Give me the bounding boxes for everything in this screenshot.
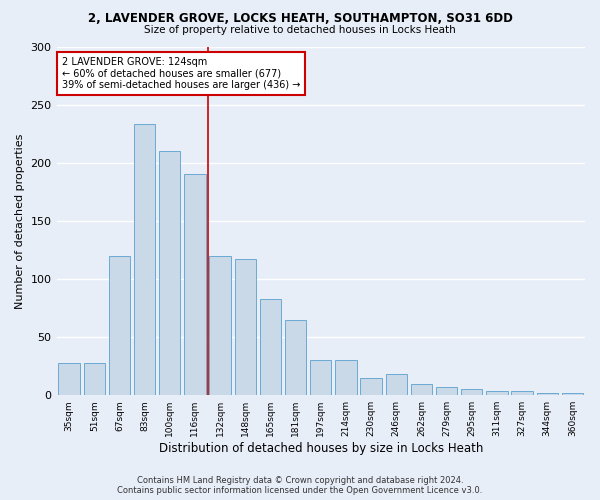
Bar (411, 384, 432, 395)
X-axis label: Distribution of detached houses by size in Locks Heath: Distribution of detached houses by size … (158, 442, 483, 455)
Y-axis label: Number of detached properties: Number of detached properties (15, 133, 25, 308)
Bar (184, 174, 206, 395)
Bar (486, 390, 508, 395)
Bar (461, 390, 482, 395)
Bar (134, 124, 155, 395)
Bar (260, 298, 281, 395)
Bar (285, 320, 307, 395)
Bar (310, 360, 331, 395)
Text: Contains HM Land Registry data © Crown copyright and database right 2024.
Contai: Contains HM Land Registry data © Crown c… (118, 476, 482, 495)
Text: 2, LAVENDER GROVE, LOCKS HEATH, SOUTHAMPTON, SO31 6DD: 2, LAVENDER GROVE, LOCKS HEATH, SOUTHAMP… (88, 12, 512, 26)
Bar (83, 362, 105, 395)
Bar (511, 390, 533, 395)
Bar (386, 374, 407, 395)
Bar (159, 151, 181, 395)
Bar (58, 362, 80, 395)
Bar (536, 393, 558, 395)
Bar (235, 259, 256, 395)
Text: Size of property relative to detached houses in Locks Heath: Size of property relative to detached ho… (144, 25, 456, 35)
Bar (562, 393, 583, 395)
Bar (436, 387, 457, 395)
Text: 2 LAVENDER GROVE: 124sqm
← 60% of detached houses are smaller (677)
39% of semi-: 2 LAVENDER GROVE: 124sqm ← 60% of detach… (62, 57, 300, 90)
Bar (109, 256, 130, 395)
Bar (335, 360, 356, 395)
Bar (361, 378, 382, 395)
Bar (209, 256, 231, 395)
